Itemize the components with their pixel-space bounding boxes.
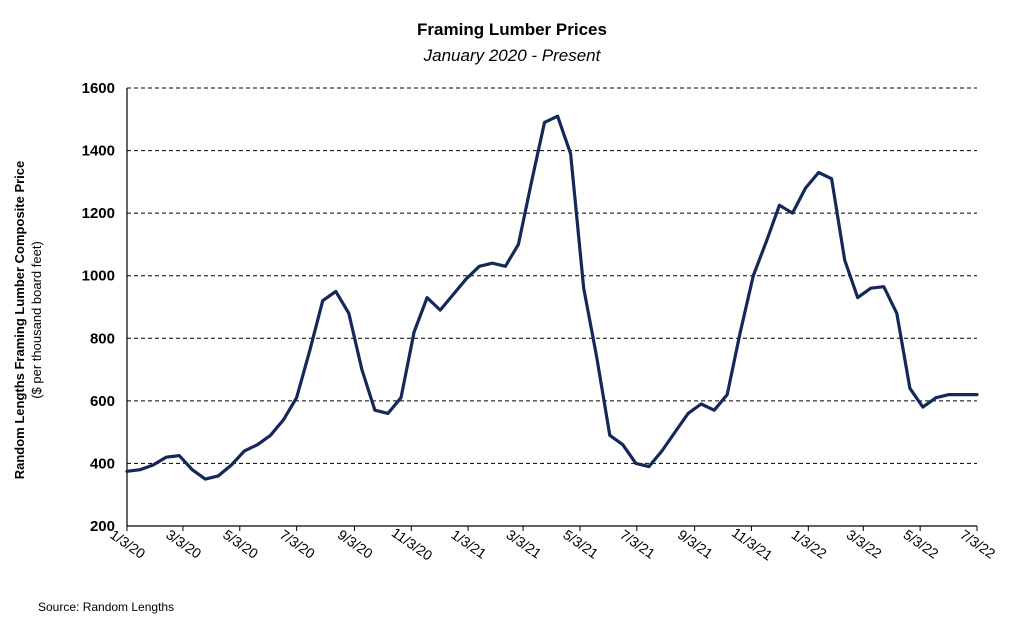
- x-tick-label: 11/3/20: [389, 524, 436, 563]
- x-tick-label: 3/3/21: [503, 526, 544, 562]
- y-tick-label: 1400: [82, 143, 115, 160]
- chart-subtitle: January 2020 - Present: [423, 46, 601, 65]
- y-tick-label: 1600: [82, 80, 115, 97]
- y-tick-label: 1200: [82, 205, 115, 222]
- y-tick-label: 1000: [82, 268, 115, 285]
- x-tick-label: 3/3/22: [844, 526, 885, 562]
- x-tick-label: 1/3/22: [789, 526, 830, 562]
- series-line: [125, 114, 979, 481]
- x-tick-label: 7/3/21: [617, 526, 658, 562]
- x-tick-labels: 1/3/20 3/3/20 5/3/20 7/3/20 9/3/20 11/3/20 1/3…: [107, 524, 998, 563]
- y-tick-label: 600: [90, 393, 115, 410]
- x-axis: [126, 88, 978, 531]
- gridlines: [127, 87, 977, 464]
- x-tick-label: 3/3/20: [163, 526, 204, 562]
- x-tick-label: 5/3/20: [220, 526, 261, 562]
- x-tick-label: 7/3/20: [277, 526, 318, 562]
- y-tick-label: 200: [90, 518, 115, 535]
- x-tick-label: 9/3/21: [675, 526, 716, 562]
- x-tick-label: 1/3/20: [107, 526, 148, 562]
- y-tick-label: 800: [90, 330, 115, 347]
- x-tick-label: 1/3/21: [448, 526, 489, 562]
- y-tick-label: 400: [90, 455, 115, 472]
- series-group: [125, 114, 979, 481]
- y-tick-labels: 200 400 600 800 1000 1200 1400 1600: [82, 80, 115, 535]
- x-tick-label: 5/3/21: [560, 526, 601, 562]
- x-tick-label: 5/3/22: [900, 526, 941, 562]
- x-tick-label: 11/3/21: [729, 524, 776, 563]
- source-note: Source: Random Lengths: [38, 600, 175, 614]
- x-tick-label: 9/3/20: [335, 526, 376, 562]
- chart-title: Framing Lumber Prices: [417, 20, 607, 39]
- x-tick-label: 7/3/22: [957, 526, 998, 562]
